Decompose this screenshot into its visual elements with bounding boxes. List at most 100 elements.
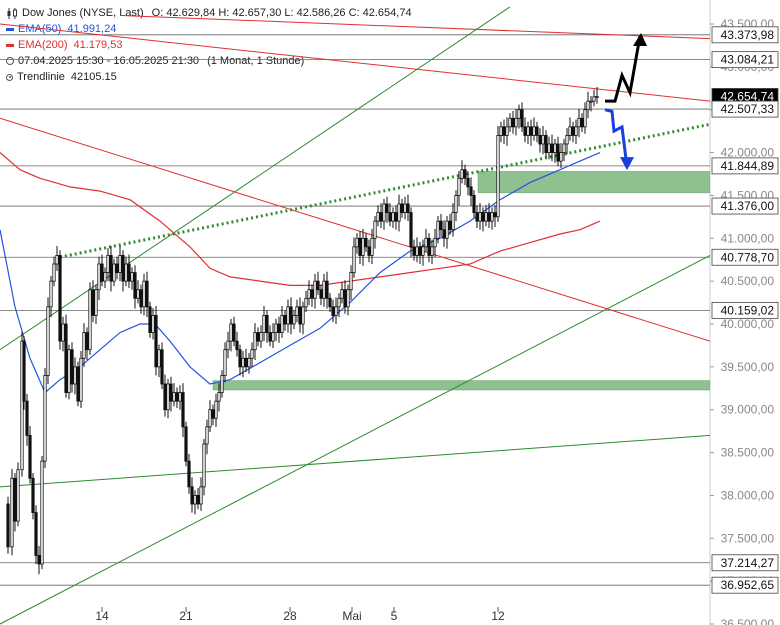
candle-body — [316, 280, 320, 291]
candle-body — [547, 143, 551, 153]
candle-body — [502, 126, 506, 136]
candle-body — [337, 297, 341, 308]
candle-body — [403, 203, 407, 213]
candle-body — [514, 117, 518, 128]
candle-body — [82, 332, 86, 359]
candle-body — [571, 126, 575, 136]
candle-body — [187, 460, 191, 488]
candle-body — [151, 315, 155, 333]
candle-body — [112, 263, 116, 282]
candle-body — [301, 306, 305, 325]
candle-body — [376, 212, 380, 222]
candle-body — [235, 340, 239, 351]
candle-body — [226, 340, 230, 351]
candle-body — [13, 477, 17, 522]
candle-body — [550, 143, 554, 153]
candle-body — [97, 263, 101, 291]
candle-body — [484, 212, 488, 222]
candle-body — [412, 246, 416, 256]
candle-body — [580, 117, 584, 128]
green-trend-line — [0, 6, 511, 351]
price-level-label: 37.214,27 — [721, 556, 775, 570]
candle-body — [595, 96, 599, 98]
candle-body — [280, 315, 284, 333]
candle-body — [58, 255, 62, 342]
candle-body — [454, 195, 458, 213]
candle-body — [6, 503, 10, 548]
candle-body — [469, 186, 473, 196]
candle-body — [523, 126, 527, 136]
candle-body — [115, 263, 119, 273]
candle-body — [394, 212, 398, 222]
candle-body — [79, 357, 83, 402]
candle-body — [373, 220, 377, 239]
candle-body — [520, 109, 524, 128]
legend-interval: (1 Monat, 1 Stunde) — [207, 55, 305, 67]
candle-body — [328, 297, 332, 308]
candle-body — [34, 512, 38, 556]
candle-body — [490, 212, 494, 222]
candle-body — [202, 443, 206, 488]
candle-body — [241, 357, 245, 368]
candle-body — [286, 306, 290, 325]
candle-body — [583, 109, 587, 128]
candle-body — [73, 366, 77, 385]
candle-body — [118, 255, 122, 273]
ema200-line — [0, 152, 601, 286]
candle-body — [364, 237, 368, 248]
candle-body — [529, 126, 533, 136]
candle-body — [535, 126, 539, 136]
candle-body — [517, 109, 521, 119]
candle-body — [175, 392, 179, 402]
candle-body — [415, 246, 419, 256]
candle-body — [103, 272, 107, 282]
candle-body — [379, 212, 383, 222]
candle-body — [184, 426, 188, 462]
candle-body — [505, 126, 509, 136]
candle-body — [343, 289, 347, 308]
candle-body — [20, 340, 24, 471]
y-tick-label: 36.500,00 — [721, 617, 775, 625]
legend-ema50-row: EMA(50) 41.991,24 — [6, 21, 412, 37]
candle-body — [391, 212, 395, 222]
candle-body — [445, 220, 449, 239]
candle-body — [451, 212, 455, 231]
price-level-badge — [711, 554, 779, 572]
candle-body — [121, 255, 125, 282]
candle-body — [397, 203, 401, 222]
legend-trend-row: Trendlinie 42105.15 — [6, 69, 412, 85]
candle-body — [463, 169, 467, 179]
y-tick-label: 40.500,00 — [721, 274, 775, 288]
support-zone — [477, 171, 710, 194]
y-tick-label: 39.500,00 — [721, 360, 775, 374]
price-level-badge — [711, 301, 779, 319]
candle-body — [28, 435, 32, 479]
candle-body — [136, 289, 140, 299]
clock-icon — [6, 57, 14, 65]
candle-body — [355, 237, 359, 248]
price-level-badge — [711, 576, 779, 594]
candle-body — [370, 237, 374, 256]
ema200-value: 41.179,53 — [73, 39, 123, 51]
price-level-badge — [711, 51, 779, 69]
candle-body — [217, 392, 221, 402]
candle-body — [238, 349, 242, 368]
candle-body — [220, 375, 224, 393]
dotted-trend-line — [59, 122, 710, 259]
ema200-swatch — [6, 43, 14, 47]
candle-body — [439, 220, 443, 231]
candle-body — [340, 289, 344, 299]
candle-body — [493, 212, 497, 218]
projection-up-arrow — [605, 35, 642, 103]
candle-body — [244, 357, 248, 368]
candle-body — [25, 400, 29, 436]
candle-body — [367, 246, 371, 256]
candle-body — [31, 477, 35, 513]
price-level-badge — [711, 248, 779, 266]
candle-body — [271, 332, 275, 342]
candle-body — [325, 280, 329, 299]
projection-up-head — [633, 33, 647, 46]
candle-body — [418, 246, 422, 256]
candle-body — [283, 315, 287, 325]
ema50-label: EMA(50) — [18, 23, 62, 35]
